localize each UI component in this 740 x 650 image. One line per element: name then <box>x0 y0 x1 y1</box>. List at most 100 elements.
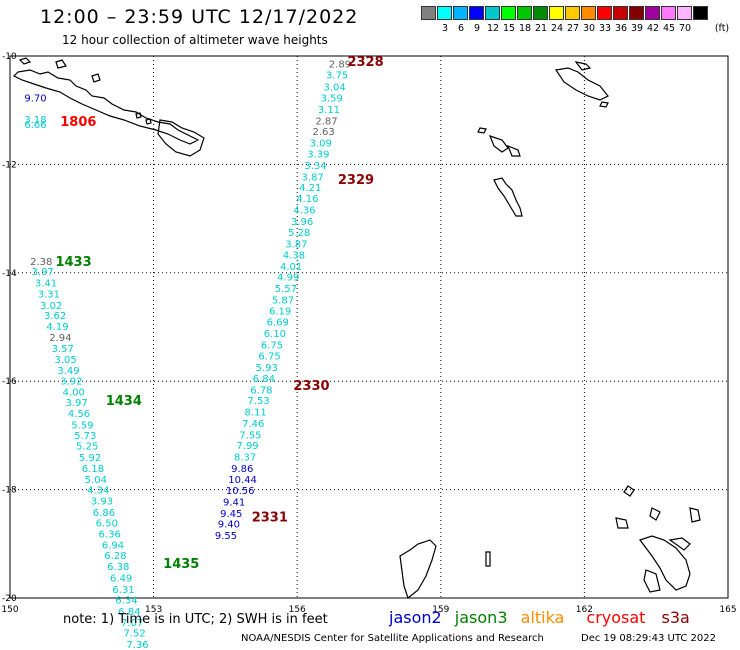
lon-label: 156 <box>289 605 306 615</box>
coastline-reef <box>399 539 437 600</box>
wave-height-value: 3.62 <box>44 311 66 322</box>
pass-time-label: 2330 <box>293 379 329 394</box>
legend-swatch <box>469 6 484 20</box>
wave-height-value: 4.56 <box>68 409 90 420</box>
legend-swatch <box>629 6 644 20</box>
wave-height-value: 4.21 <box>299 183 321 194</box>
coastline-islet <box>506 144 521 157</box>
legend-value: 36 <box>614 23 628 34</box>
legend-swatch <box>565 6 580 20</box>
wave-height-value: 9.40 <box>218 520 240 531</box>
wave-height-value: 4.01 <box>280 262 302 273</box>
satellite-name: jason3 <box>454 608 508 627</box>
wave-height-value: 7.99 <box>236 441 258 452</box>
legend-swatch <box>661 6 676 20</box>
pass-time-label: 1806 <box>60 115 96 130</box>
satellite-name: jason2 <box>389 608 442 627</box>
legend-swatch <box>597 6 612 20</box>
wave-height-value: 6.86 <box>93 508 115 519</box>
wave-height-value: 6.94 <box>102 540 124 551</box>
wave-height-value: 6.10 <box>264 329 286 340</box>
wave-height-value: 6.69 <box>267 318 289 329</box>
wave-height-value: 3.87 <box>302 172 324 183</box>
coastline-solomon <box>554 67 609 101</box>
lon-label: 165 <box>719 605 736 615</box>
wave-height-value: 6.75 <box>258 352 280 363</box>
wave-height-value: 9.70 <box>24 94 46 105</box>
wave-height-value: 6.31 <box>112 585 134 596</box>
wave-height-value: 6.34 <box>115 596 137 607</box>
legend-value: 45 <box>662 23 676 34</box>
legend-value: 6 <box>457 23 465 34</box>
legend-value: 12 <box>486 23 500 34</box>
map-frame <box>9 55 729 599</box>
satellite-name: s3a <box>661 608 690 627</box>
legend-swatch <box>549 6 564 20</box>
legend-unit: (ft) <box>714 23 730 34</box>
legend-value: 70 <box>678 23 692 34</box>
wave-height-value: 3.39 <box>307 150 329 161</box>
wave-height-value: 3.59 <box>321 94 343 105</box>
wave-height-value: 3.57 <box>52 344 74 355</box>
coastline-reef <box>649 507 661 521</box>
wave-height-value: 5.59 <box>71 421 93 432</box>
wave-height-value: 6.38 <box>107 562 129 573</box>
legend-swatch <box>453 6 468 20</box>
wave-height-value: 2.94 <box>49 333 71 344</box>
wave-height-value: 6.84 <box>253 374 275 385</box>
coastline-islet <box>488 135 509 153</box>
legend-swatch <box>677 6 692 20</box>
legend-swatch <box>421 6 436 20</box>
wave-height-value: 3.97 <box>66 398 88 409</box>
wave-height-value: 7.36 <box>126 640 148 650</box>
legend-swatch <box>437 6 452 20</box>
legend-value: 33 <box>598 23 612 34</box>
wave-height-value: 5.04 <box>85 475 107 486</box>
lon-label: 153 <box>145 605 162 615</box>
wave-height-value: 5.57 <box>275 284 297 295</box>
wave-height-value: 8.11 <box>245 408 267 419</box>
pass-time-label: 1434 <box>106 394 142 409</box>
wave-height-value: 3.96 <box>291 217 313 228</box>
legend-swatch <box>517 6 532 20</box>
wave-height-value: 2.87 <box>315 116 337 127</box>
wave-height-value: 6.78 <box>250 385 272 396</box>
coastline-islet <box>493 177 523 217</box>
legend-swatch <box>645 6 660 20</box>
legend-value: 39 <box>630 23 644 34</box>
satellite-name: altika <box>520 608 565 627</box>
wave-height-value: 6.84 <box>118 607 140 618</box>
legend-value: 30 <box>582 23 596 34</box>
legend-value: 27 <box>566 23 580 34</box>
legend-swatch <box>693 6 708 20</box>
wave-height-value: 2.63 <box>313 127 335 138</box>
wave-height-value: 2.38 <box>30 257 52 268</box>
coastline-louisiade <box>157 119 205 157</box>
lat-label: -10 <box>2 52 17 62</box>
pass-time-label: 2328 <box>347 55 383 70</box>
lon-label: 159 <box>432 605 449 615</box>
wave-height-value: 3.11 <box>318 105 340 116</box>
wave-height-value: 10.56 <box>226 486 255 497</box>
wave-height-value: 6.19 <box>269 307 291 318</box>
coastline-islet <box>91 73 101 83</box>
legend-value: 42 <box>646 23 660 34</box>
wave-height-value: 3.02 <box>40 301 62 312</box>
wave-height-value: 6.75 <box>261 340 283 351</box>
wave-height-value: 6.18 <box>82 464 104 475</box>
wave-height-value: 3.09 <box>310 139 332 150</box>
pass-time-label: 1433 <box>55 255 91 270</box>
wave-height-value: 3.93 <box>91 496 113 507</box>
pass-labels: 2328 1806 2329 1433 1434 2330 1435 2331 <box>55 55 383 572</box>
coastline-reef <box>485 551 491 567</box>
coastline-islet <box>599 101 609 108</box>
legend-swatch <box>613 6 628 20</box>
coastline-reef <box>639 535 691 591</box>
wave-height-value: 6.66 <box>24 120 46 131</box>
wave-height-value: 3.34 <box>304 161 326 172</box>
wave-height-value: 7.07 <box>121 618 143 629</box>
wave-height-value: 9.55 <box>215 531 237 542</box>
lat-label: -18 <box>2 486 17 496</box>
